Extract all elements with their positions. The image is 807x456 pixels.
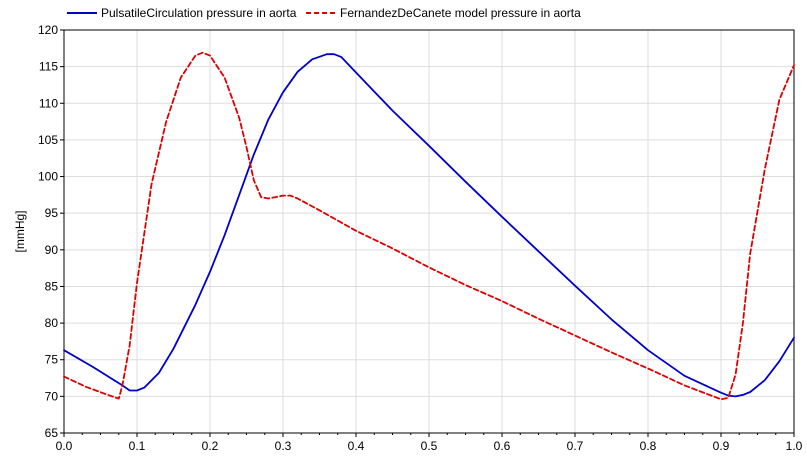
y-tick-label: 65: [45, 426, 59, 440]
y-tick-label: 95: [45, 206, 59, 220]
y-tick-label: 100: [38, 170, 58, 184]
y-tick-label: 110: [39, 96, 58, 110]
legend-label-1: PulsatileCirculation pressure in aorta: [101, 6, 297, 20]
x-tick-label: 0.2: [202, 439, 219, 453]
x-tick-label: 0.1: [129, 439, 146, 453]
x-tick-label: 1.0: [786, 439, 803, 453]
y-tick-label: 105: [38, 133, 58, 147]
x-tick-label: 0.3: [275, 439, 292, 453]
series-lines: [63, 51, 795, 401]
axis-ticks: 65 70 75 80 85 90 95 100 105 110 115 120 0.0 0.1 0.2 0.…: [38, 23, 803, 453]
series-line-2: [63, 51, 795, 401]
x-tick-label: 0.8: [640, 439, 657, 453]
x-tick-label: 0.6: [494, 439, 511, 453]
y-tick-label: 85: [45, 279, 59, 293]
legend-label-2: FernandezDeCanete model pressure in aort…: [340, 6, 581, 20]
y-tick-label: 80: [45, 316, 59, 330]
y-tick-label: 90: [45, 243, 59, 257]
x-tick-label: 0.9: [713, 439, 730, 453]
y-tick-label: 115: [39, 60, 58, 74]
x-tick-label: 0.0: [56, 439, 73, 453]
series-line-1: [63, 53, 795, 398]
legend: PulsatileCirculation pressure in aorta Fe…: [67, 6, 581, 20]
y-tick-label: 70: [45, 389, 59, 403]
x-tick-label: 0.7: [567, 439, 584, 453]
y-tick-label: 75: [45, 353, 59, 367]
y-axis-title: [mmHg]: [13, 211, 27, 253]
y-tick-label: 120: [38, 23, 58, 37]
x-tick-label: 0.5: [421, 439, 438, 453]
x-tick-label: 0.4: [348, 439, 365, 453]
grid: [63, 29, 795, 434]
